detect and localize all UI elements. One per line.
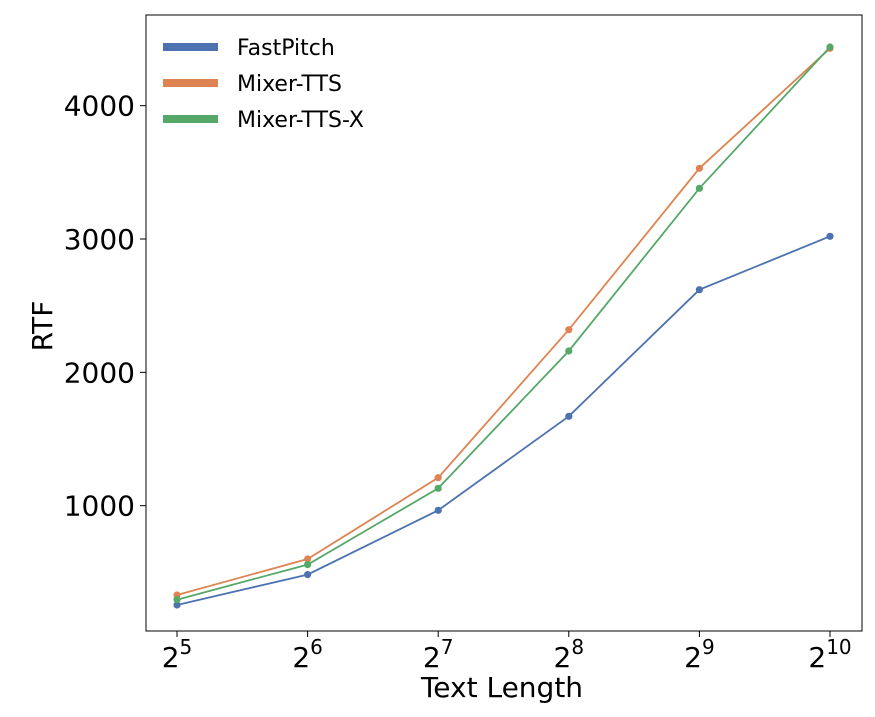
y-axis: 1000 2000 3000 4000 [64,90,146,523]
legend-label: FastPitch [237,36,335,61]
data-point [565,347,573,355]
x-axis: 25 26 27 28 29 210 [162,631,852,674]
data-point [434,484,442,492]
data-point [434,474,442,482]
plot-area [145,14,863,632]
data-point [173,601,181,609]
x-tick-label: 210 [808,635,851,674]
legend-item: Mixer-TTS-X [163,108,364,133]
series-layer [173,43,834,609]
series-line [176,235,831,606]
data-point [304,555,312,563]
data-point [695,286,704,294]
series-mixer-tts-x [173,43,834,604]
data-point [304,561,312,569]
y-tick-label: 2000 [64,356,135,389]
data-point [304,571,312,579]
y-tick-label: 1000 [64,490,135,523]
data-point [565,412,573,420]
data-point [434,506,442,514]
data-point [695,184,704,192]
y-tick-label: 4000 [64,90,135,123]
x-tick-label: 29 [684,635,715,674]
data-point [826,232,834,240]
x-tick-label: 27 [423,635,454,674]
data-point [565,326,573,334]
series-line [176,47,831,596]
legend-item: Mixer-TTS [163,72,342,97]
legend-label: Mixer-TTS [237,72,342,97]
data-point [173,596,181,604]
series-fastpitch [173,232,834,609]
y-axis-title: RTF [26,301,59,352]
x-tick-label: 28 [554,635,585,674]
data-point [695,164,704,172]
legend-item: FastPitch [163,36,335,61]
x-tick-label: 25 [162,635,193,674]
legend: FastPitch Mixer-TTS Mixer-TTS-X [163,36,364,133]
data-point [826,43,834,51]
x-tick-label: 26 [292,635,323,674]
series-line [176,46,831,601]
y-tick-label: 3000 [64,223,135,256]
legend-label: Mixer-TTS-X [237,108,364,133]
x-axis-title: Text Length [420,671,583,704]
